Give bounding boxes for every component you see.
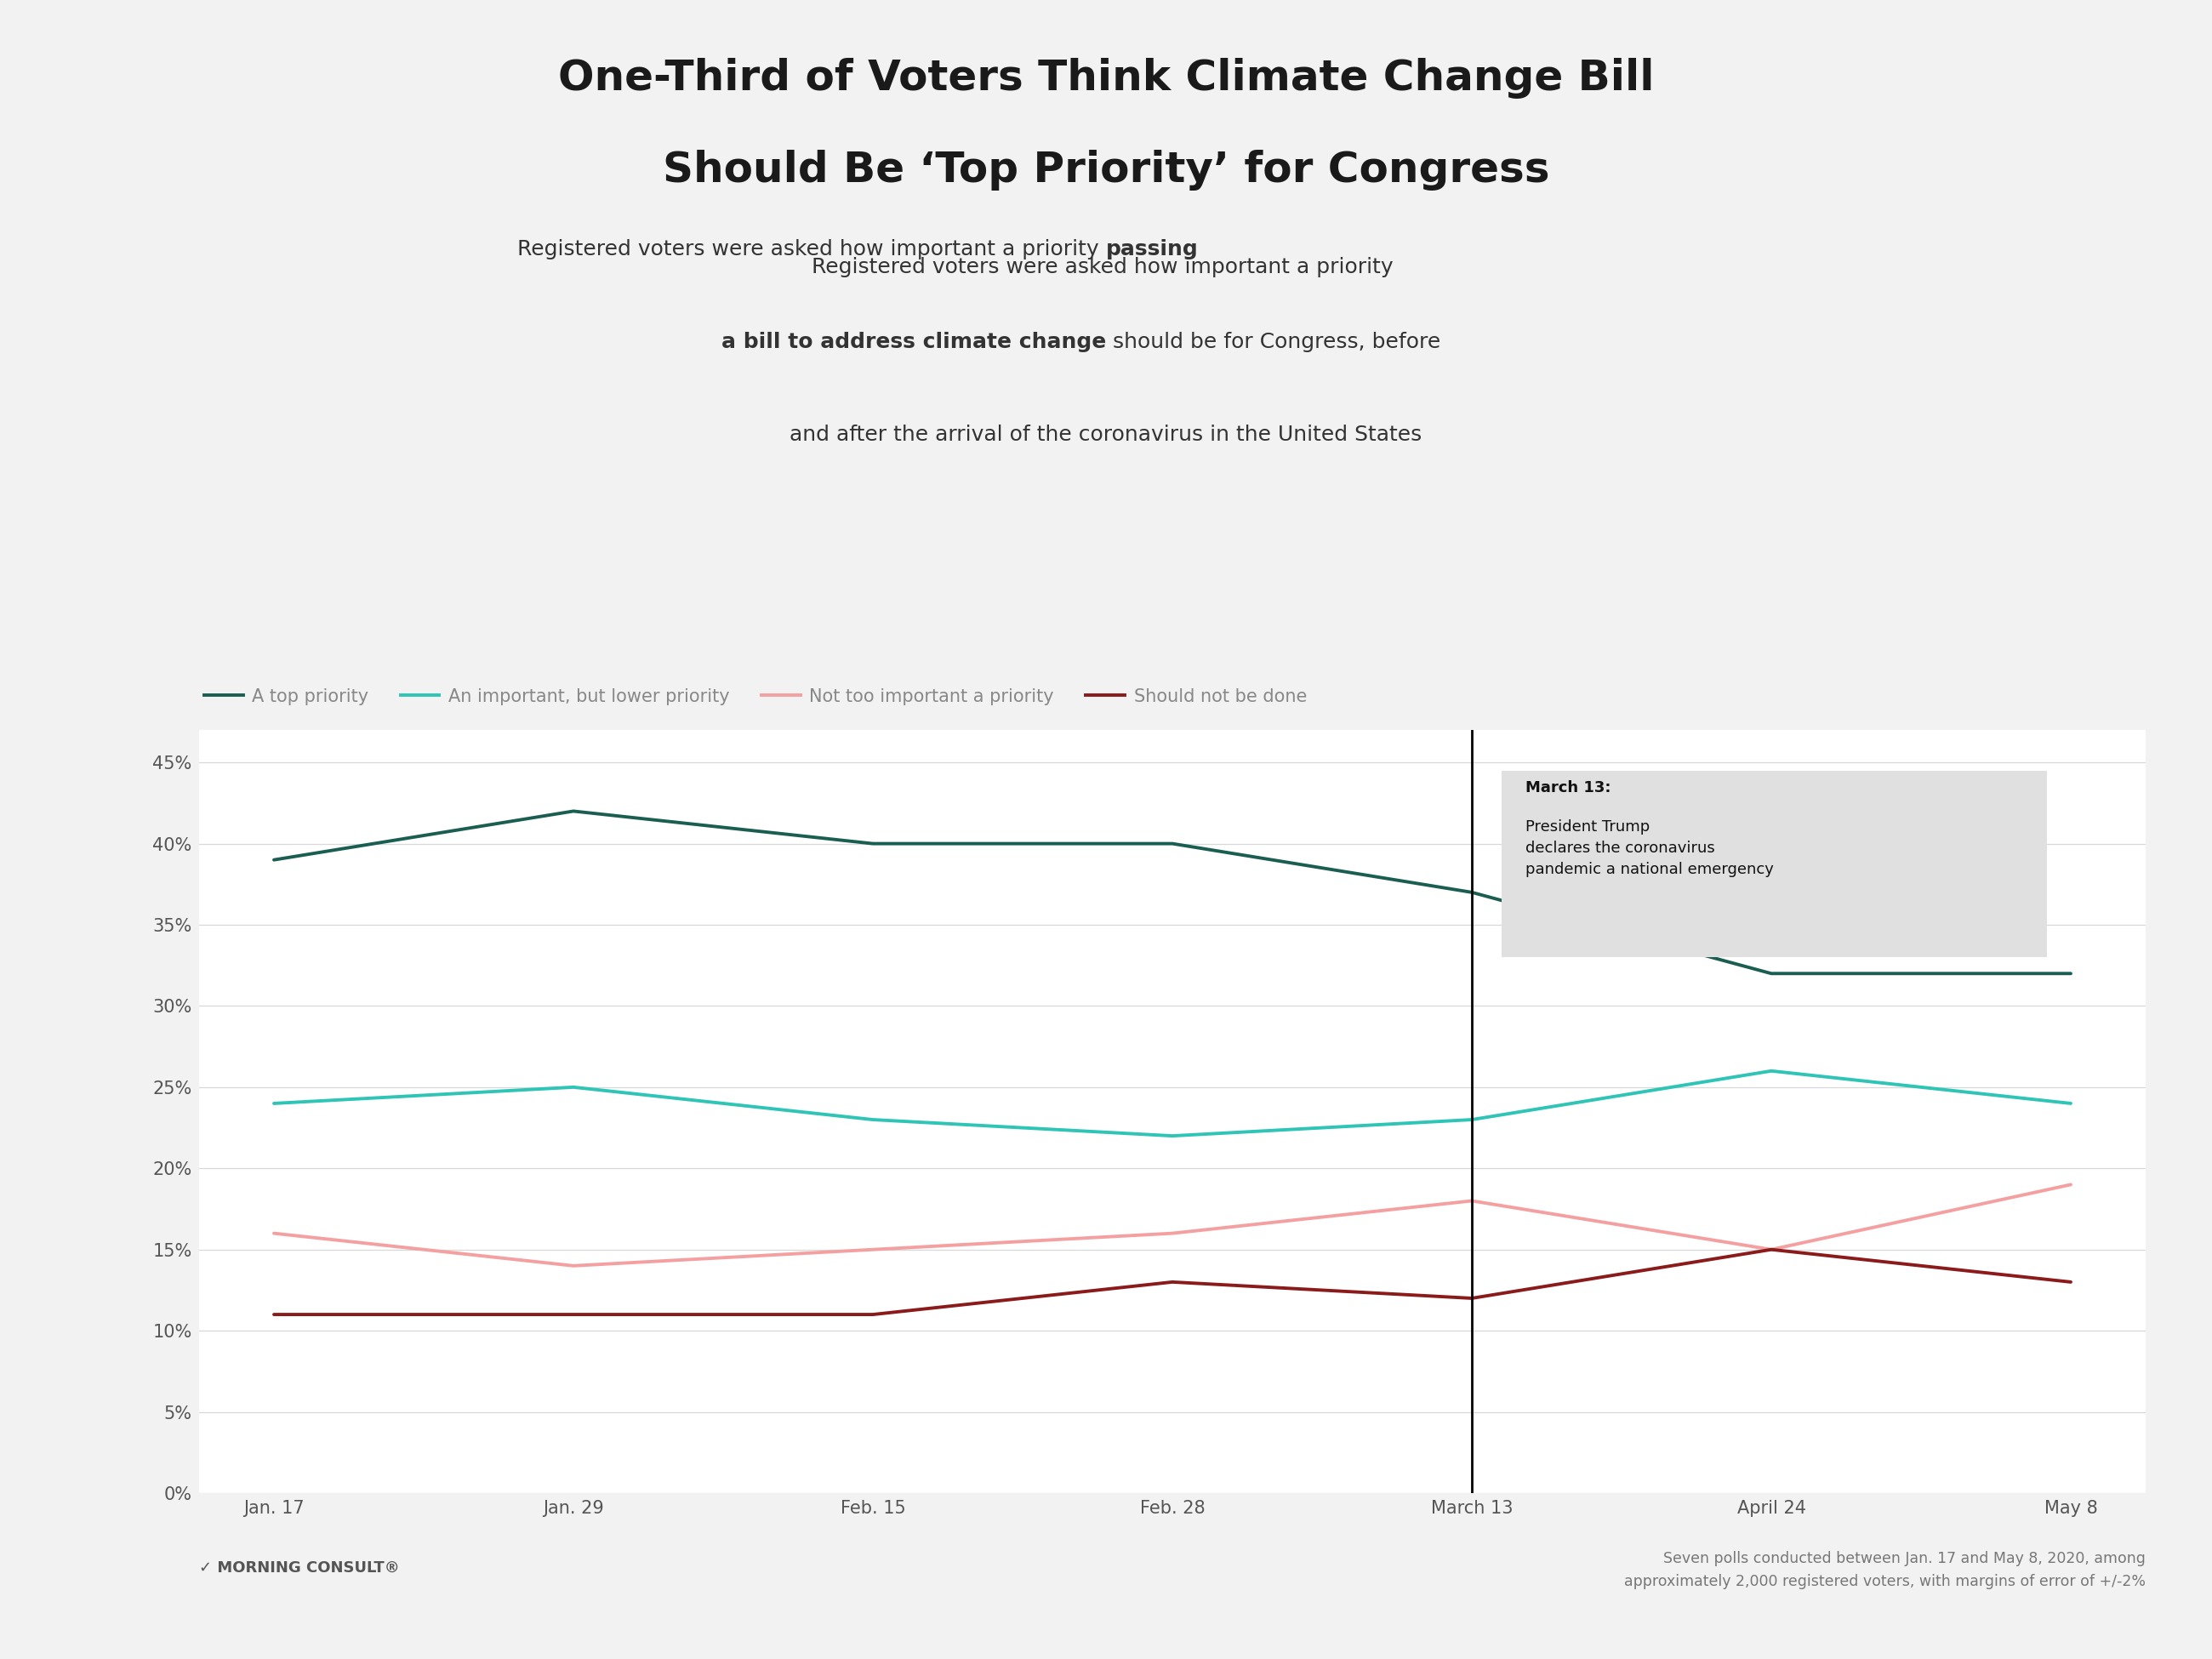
Text: Seven polls conducted between Jan. 17 and May 8, 2020, among
approximately 2,000: Seven polls conducted between Jan. 17 an…: [1624, 1551, 2146, 1589]
Text: One-Third of Voters Think Climate Change Bill: One-Third of Voters Think Climate Change…: [557, 58, 1655, 100]
FancyBboxPatch shape: [1502, 770, 2046, 957]
Text: Should Be ‘Top Priority’ for Congress: Should Be ‘Top Priority’ for Congress: [664, 149, 1548, 191]
Text: a bill to address climate change: a bill to address climate change: [721, 332, 1106, 352]
Text: passing: passing: [1106, 239, 1199, 259]
Text: Registered voters were asked how important a priority: Registered voters were asked how importa…: [812, 257, 1400, 277]
Text: Registered voters were asked how important a priority: Registered voters were asked how importa…: [518, 239, 1106, 259]
Text: should be for Congress, before: should be for Congress, before: [1106, 332, 1440, 352]
Text: March 13:: March 13:: [1526, 780, 1610, 796]
Legend: A top priority, An important, but lower priority, Not too important a priority, : A top priority, An important, but lower …: [197, 680, 1314, 712]
Text: President Trump
declares the coronavirus
pandemic a national emergency: President Trump declares the coronavirus…: [1526, 820, 1774, 878]
Text: and after the arrival of the coronavirus in the United States: and after the arrival of the coronavirus…: [790, 425, 1422, 445]
Text: ✓ MORNING CONSULT®: ✓ MORNING CONSULT®: [199, 1559, 400, 1576]
